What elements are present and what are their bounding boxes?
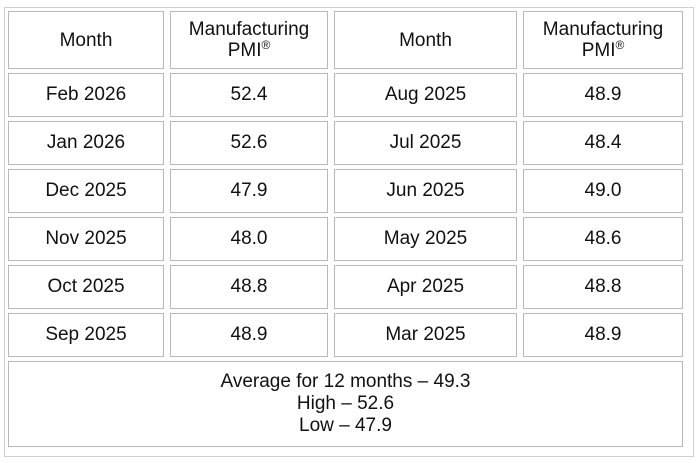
pmi-cell: 48.6 (523, 217, 683, 261)
summary-line: Low – 47.9 (299, 415, 392, 436)
header-text: PMI® (171, 38, 327, 61)
month-cell: Jun 2025 (334, 169, 517, 213)
summary-line: High – 52.6 (296, 393, 395, 414)
pmi-cell: 52.4 (170, 73, 328, 117)
pmi-cell: 48.9 (523, 313, 683, 357)
month-cell: Feb 2026 (8, 73, 164, 117)
pmi-cell: 48.8 (170, 265, 328, 309)
header-text: Manufacturing (188, 19, 310, 40)
pmi-cell: 49.0 (523, 169, 683, 213)
pmi-cell: 48.9 (523, 73, 683, 117)
pmi-cell: 48.0 (170, 217, 328, 261)
month-cell: Mar 2025 (334, 313, 517, 357)
header-cell: Manufacturing PMI® (523, 11, 683, 69)
month-cell: Aug 2025 (334, 73, 517, 117)
table-frame: Month Manufacturing PMI® Month Manufacturing… (4, 7, 694, 457)
data-row: Jan 2026 52.6 Jul 2025 48.4 (8, 121, 683, 165)
registered-mark: ® (261, 38, 271, 52)
header-text: Manufacturing (542, 19, 664, 40)
month-cell: May 2025 (334, 217, 517, 261)
header-text: Month (399, 29, 452, 51)
pmi-cell: 48.4 (523, 121, 683, 165)
pmi-cell: 52.6 (170, 121, 328, 165)
header-text: PMI (581, 40, 616, 61)
month-cell: Apr 2025 (334, 265, 517, 309)
header-text: PMI (227, 40, 262, 61)
month-cell: Nov 2025 (8, 217, 164, 261)
data-row: Feb 2026 52.4 Aug 2025 48.9 (8, 73, 683, 117)
registered-mark: ® (615, 38, 625, 52)
pmi-cell: 47.9 (170, 169, 328, 213)
header-row: Month Manufacturing PMI® Month Manufacturing… (8, 11, 683, 69)
month-cell: Dec 2025 (8, 169, 164, 213)
summary-line: Average for 12 months – 49.3 (220, 371, 471, 392)
month-cell: Oct 2025 (8, 265, 164, 309)
data-row: Dec 2025 47.9 Jun 2025 49.0 (8, 169, 683, 213)
pmi-cell: 48.8 (523, 265, 683, 309)
data-row: Nov 2025 48.0 May 2025 48.6 (8, 217, 683, 261)
summary-row: Average for 12 months – 49.3 High – 52.6 L… (8, 361, 683, 447)
header-cell: Month (8, 11, 164, 69)
data-row: Oct 2025 48.8 Apr 2025 48.8 (8, 265, 683, 309)
header-cell: Month (334, 11, 517, 69)
header-cell: Manufacturing PMI® (170, 11, 328, 69)
header-text: Month (59, 29, 113, 51)
pmi-table: Month Manufacturing PMI® Month Manufacturing… (2, 7, 689, 451)
header-text: PMI® (524, 38, 682, 61)
summary-cell: Average for 12 months – 49.3 High – 52.6 L… (8, 361, 683, 447)
month-cell: Jul 2025 (334, 121, 517, 165)
data-row: Sep 2025 48.9 Mar 2025 48.9 (8, 313, 683, 357)
pmi-cell: 48.9 (170, 313, 328, 357)
month-cell: Jan 2026 (8, 121, 164, 165)
table-body: Month Manufacturing PMI® Month Manufacturing… (8, 11, 683, 447)
month-cell: Sep 2025 (8, 313, 164, 357)
